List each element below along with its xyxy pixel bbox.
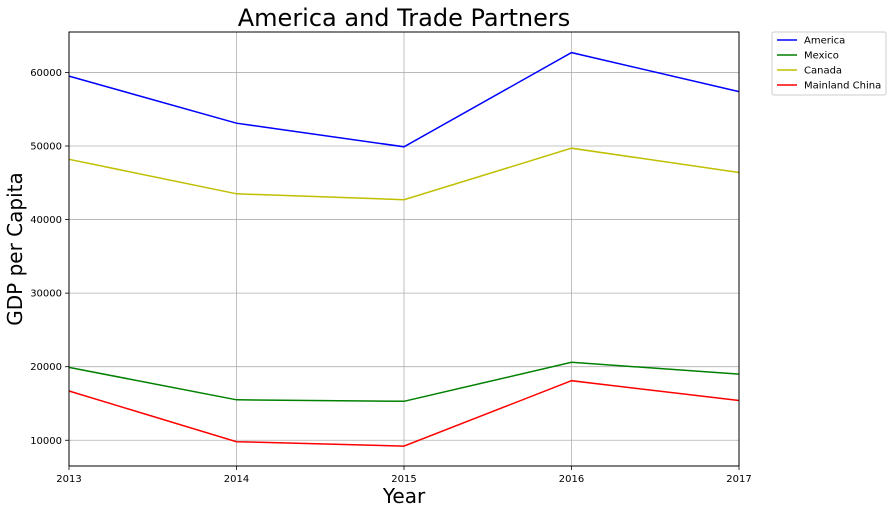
legend-label-mainland-china: Mainland China (804, 81, 881, 92)
y-axis-title: GDP per Capita (3, 172, 27, 325)
x-axis-title: Year (382, 484, 426, 508)
series-line-america (68, 51, 740, 148)
series-layer (68, 51, 740, 447)
x-tick-label: 2015 (391, 474, 416, 485)
legend-label-america: America (804, 36, 845, 47)
y-tick-label: 20000 (30, 362, 62, 373)
legend-label-mexico: Mexico (804, 51, 839, 62)
y-tick-label: 40000 (30, 215, 62, 226)
y-tick-label: 10000 (30, 436, 62, 447)
y-tick-label: 60000 (30, 68, 62, 79)
y-tick-label: 50000 (30, 142, 62, 153)
tick-layer: 2013 2014 2015 2016 2017 10000 20000 30000 40000… (30, 68, 752, 485)
y-tick-label: 30000 (30, 289, 62, 300)
chart-title: America and Trade Partners (238, 4, 570, 32)
x-tick-label: 2016 (559, 474, 584, 485)
x-tick-label: 2017 (726, 474, 751, 485)
legend-label-canada: Canada (804, 66, 842, 77)
x-tick-label: 2013 (56, 474, 81, 485)
legend: America Mexico Canada Mainland China (771, 31, 887, 96)
series-line-mexico (68, 361, 740, 403)
legend-frame (771, 31, 887, 96)
x-tick-label: 2014 (224, 474, 249, 485)
series-line-mainland-china (68, 379, 740, 447)
series-line-canada (68, 147, 740, 201)
